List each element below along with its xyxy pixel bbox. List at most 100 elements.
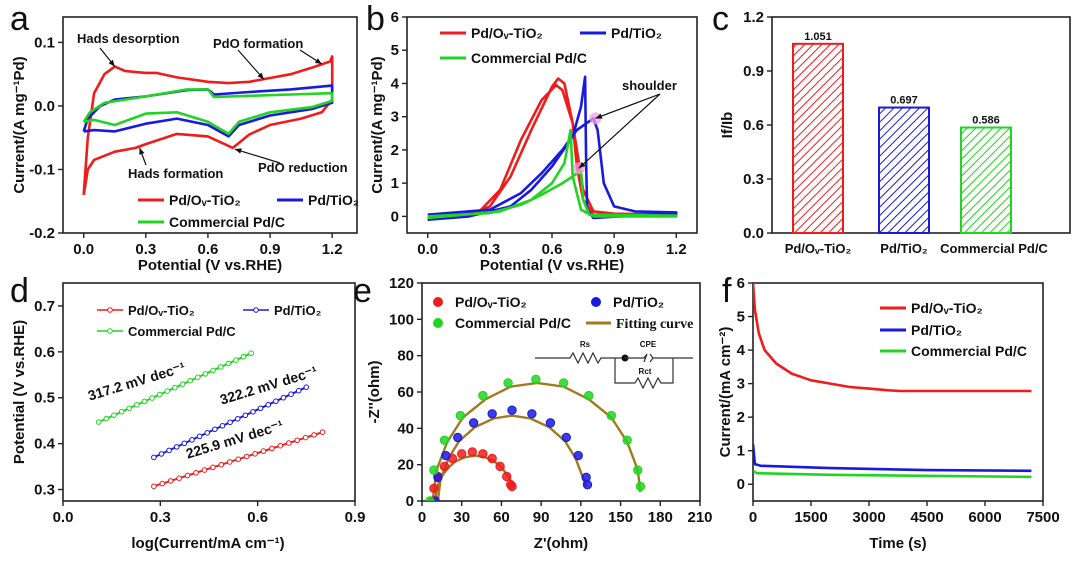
data-point [233,357,239,363]
arrow-head-icon [257,72,264,80]
data-point [265,401,272,408]
data-point [243,453,250,460]
legend-label: Pd/TiO₂ [911,322,962,338]
x-tick-label: 210 [687,509,712,526]
data-point [202,371,209,377]
data-point [502,471,512,482]
x-tick-label: 0.9 [260,241,281,258]
plot-area [425,374,646,501]
x-tick-label: 30 [453,509,470,526]
y-tick-label: 0 [406,493,414,510]
x-tick-label: 120 [568,509,593,526]
data-point [633,465,643,475]
data-point [217,364,224,370]
x-tick-label: 0.3 [135,241,156,258]
x-tick-label: 90 [533,509,550,526]
data-point [260,448,267,454]
y-tick-label: 6 [391,9,399,26]
data-point [219,423,226,429]
y-tick-label: 1.2 [743,9,764,26]
data-point [286,440,292,446]
data-point [277,442,284,449]
data-point [478,449,488,459]
data-point [210,367,216,374]
data-point [235,456,241,463]
data-point [429,483,439,493]
y-axis-label: Current/(mA cm⁻²) [717,327,734,458]
data-point [573,450,583,461]
y-tick-label: 1 [737,443,745,460]
panel-letter-d: d [10,272,29,310]
y-tick-label: 5 [737,309,745,326]
category-label: Commercial Pd/C [940,241,1048,256]
category-label: Pd/Oᵥ-TiO₂ [785,241,852,256]
plot-area [427,75,678,221]
legend-marker [253,307,259,313]
data-point [439,461,450,472]
resistor-rct [614,358,674,390]
y-axis-label: Potential (V vs.RHE) [11,320,28,464]
data-point [134,402,140,408]
legend: Pd/Oᵥ-TiO₂ Pd/TiO₂ Commercial Pd/C [440,25,662,66]
x-tick-label: 0 [749,509,757,526]
data-point [503,378,513,388]
arrow-head-icon [108,59,115,67]
data-point [439,435,450,445]
series-line-0 [753,283,1032,393]
y-tick-label: 60 [397,384,414,401]
data-point [141,398,148,405]
y-axis-label: Current/(A mg⁻¹Pd) [369,56,386,193]
annotation-label: PdO reduction [258,160,348,175]
data-point [234,415,241,422]
y-tick-label: 0.4 [34,436,56,453]
plot-frame [62,282,356,502]
x-tick-label: 0.0 [417,241,438,258]
x-tick-label: 0.9 [604,241,625,258]
data-point [159,480,166,487]
y-axis-label: Current/(A mg⁻¹Pd) [11,56,28,193]
data-point [176,475,182,481]
plot-area [95,350,326,490]
annotation-label: Hads formation [128,166,223,181]
legend: Pd/Oᵥ-TiO₂ Pd/TiO₂ Commercial Pd/C [97,303,322,339]
data-point [164,388,171,394]
data-point [156,391,163,398]
y-tick-label: 0.1 [34,34,55,51]
x-tick-label: 1.2 [322,241,343,258]
data-point [189,437,195,443]
legend-label: Commercial Pd/C [911,343,1027,359]
panel-f-chrono: f 0 1 2 3 4 5 6 0 1500 3000 4500 6000 7500 Time (s) Cur… [717,272,1060,552]
data-point [635,481,646,492]
data-point [226,459,233,465]
data-point [302,434,309,441]
x-tick-label: 1500 [794,509,827,526]
category-label: Pd/TiO₂ [880,241,928,256]
data-point [295,387,302,394]
data-point [184,472,191,479]
plot-frame [62,16,358,234]
legend-label: Pd/TiO₂ [613,294,664,310]
cpe-element [649,353,654,363]
annotation-label: PdO formation [213,36,303,51]
data-point [487,453,497,464]
panel-letter-e: e [353,272,372,310]
data-point [187,377,193,384]
data-point [507,405,517,415]
data-point [240,353,247,360]
resistor-rs [535,351,625,365]
legend-marker [107,328,113,334]
series-line-0 [82,55,334,196]
legend: Pd/Oᵥ-TiO₂ Pd/TiO₂ Commercial Pd/C [138,192,359,230]
panel-d-tafel: d 0.3 0.4 0.5 0.6 0.7 0.0 0.3 0.6 0.9 log(Current/… [10,272,365,552]
data-point [126,405,132,412]
data-point [158,451,165,457]
series-line-0 [427,77,678,221]
data-point [252,451,258,457]
bar-2 [960,126,1012,234]
inset-label-rct: Rct [639,367,652,376]
legend-label: Pd/Oᵥ-TiO₂ [471,25,543,41]
legend-label: Fitting curve [616,317,693,332]
panel-letter-a: a [10,0,29,38]
data-point [303,384,310,390]
data-point [181,440,188,447]
